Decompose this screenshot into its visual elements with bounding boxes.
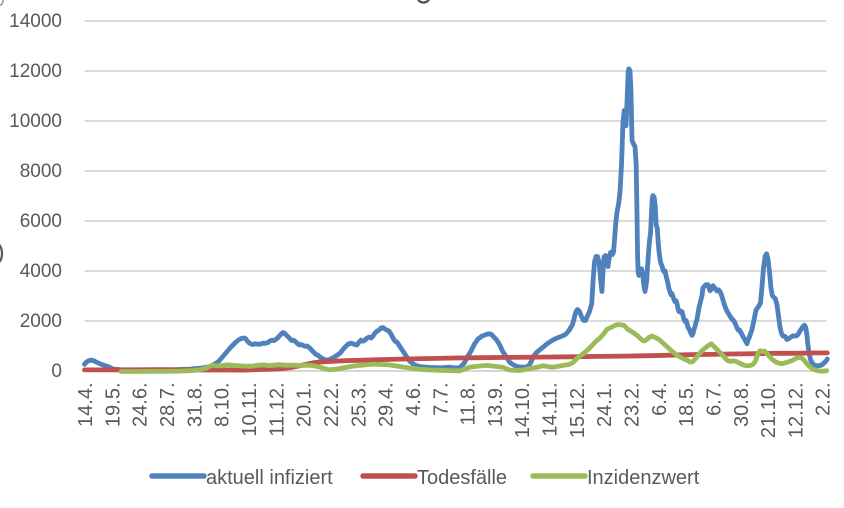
svg-text:14.10.: 14.10.	[512, 383, 534, 439]
svg-text:30.8.: 30.8.	[731, 383, 753, 427]
svg-text:2.2.: 2.2.	[813, 383, 835, 416]
svg-text:4.6.: 4.6.	[403, 383, 425, 416]
svg-text:4000: 4000	[20, 261, 62, 282]
svg-text:2000: 2000	[20, 311, 62, 332]
svg-text:19.5.: 19.5.	[102, 383, 124, 427]
svg-text:21.10.: 21.10.	[758, 383, 780, 439]
svg-text:23.2.: 23.2.	[622, 383, 644, 427]
svg-text:6.7.: 6.7.	[704, 383, 726, 416]
svg-text:15.12.: 15.12.	[567, 383, 589, 439]
svg-text:24.6.: 24.6.	[130, 383, 152, 427]
svg-text:11.12.: 11.12.	[266, 383, 288, 437]
svg-text:20.1.: 20.1.	[294, 383, 316, 427]
svg-text:6.4.: 6.4.	[649, 383, 671, 416]
svg-text:13.9.: 13.9.	[485, 383, 507, 427]
svg-text:25.3.: 25.3.	[348, 383, 370, 427]
svg-text:29.4.: 29.4.	[376, 383, 398, 427]
svg-text:28.7.: 28.7.	[157, 383, 179, 427]
svg-text:14.11.: 14.11.	[540, 383, 562, 437]
svg-text:aktuell infiziert: aktuell infiziert	[206, 467, 333, 489]
svg-text:31.8.: 31.8.	[184, 383, 206, 427]
svg-text:24.1.: 24.1.	[594, 383, 616, 427]
svg-text:6000: 6000	[20, 211, 62, 232]
svg-text:8.10.: 8.10.	[212, 383, 234, 427]
svg-text:18.5.: 18.5.	[676, 383, 698, 427]
svg-text:8000: 8000	[20, 161, 62, 182]
svg-text:12000: 12000	[9, 61, 62, 82]
svg-text:10000: 10000	[9, 111, 62, 132]
svg-text:Inzidenzwert: Inzidenzwert	[587, 467, 700, 489]
svg-text:12.12.: 12.12.	[785, 383, 807, 439]
svg-text:14000: 14000	[9, 11, 62, 32]
svg-text:14.4.: 14.4.	[75, 383, 97, 427]
svg-text:7.7.: 7.7.	[430, 383, 452, 416]
svg-text:10.11.: 10.11.	[239, 383, 261, 437]
svg-text:0: 0	[51, 361, 62, 382]
svg-text:Todesfälle: Todesfälle	[417, 467, 507, 489]
svg-text:22.2.: 22.2.	[321, 383, 343, 427]
svg-text:11.8.: 11.8.	[458, 383, 480, 426]
